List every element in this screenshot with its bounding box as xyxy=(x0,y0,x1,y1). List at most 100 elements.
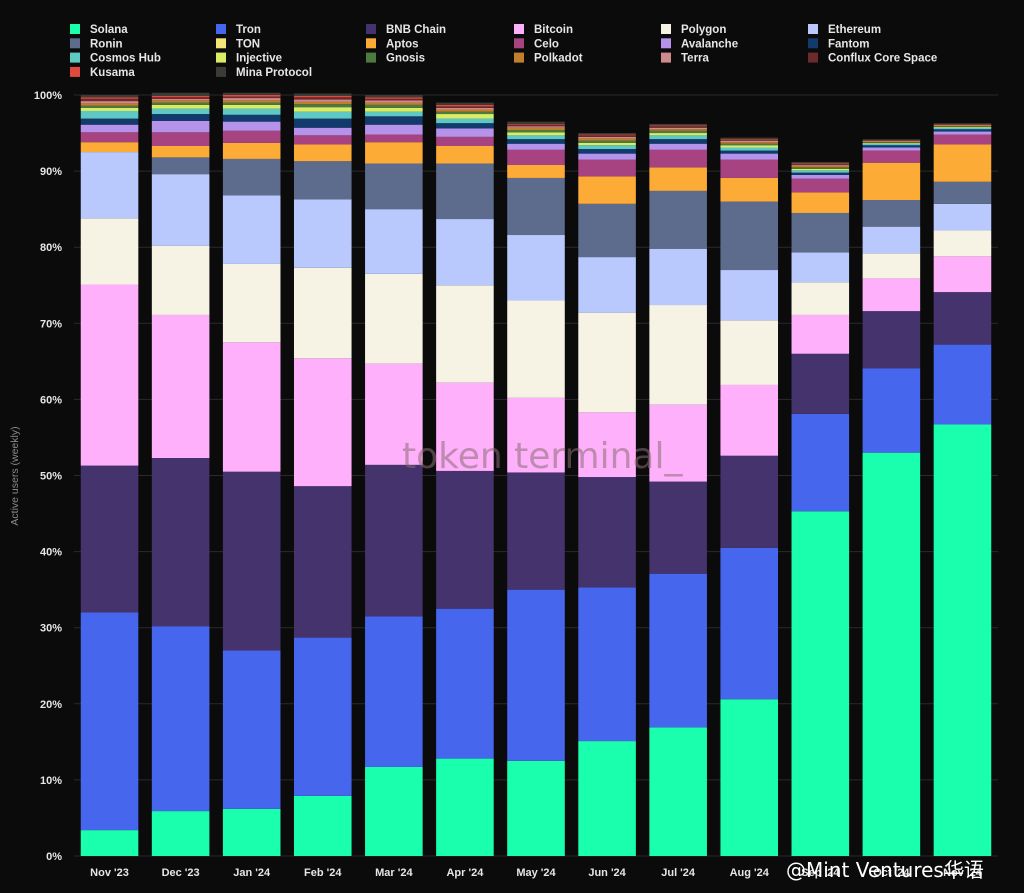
bar-segment xyxy=(80,95,139,98)
bar-segment xyxy=(933,123,992,124)
legend-swatch xyxy=(661,52,671,63)
legend-swatch xyxy=(216,52,226,63)
bar-segment xyxy=(365,102,423,105)
bar-segment xyxy=(507,143,565,150)
legend-swatch xyxy=(366,52,376,63)
bar-segment xyxy=(649,404,707,482)
bar-segment xyxy=(365,134,423,143)
bar-segment xyxy=(578,412,636,478)
x-tick-label: Nov '24 xyxy=(943,867,983,879)
bar-segment xyxy=(436,123,494,129)
bar-segment xyxy=(436,102,494,105)
bar-segment xyxy=(80,124,139,133)
bar-segment xyxy=(507,121,565,124)
bar-segment xyxy=(933,344,992,425)
bar-segment xyxy=(80,97,139,99)
legend-swatch xyxy=(514,52,524,63)
x-tick-label: Jan '24 xyxy=(233,867,271,879)
legend-label: Kusama xyxy=(90,67,135,79)
bar-segment xyxy=(791,167,850,169)
bar-segment xyxy=(862,139,921,141)
bar-segment xyxy=(578,142,636,146)
bar-segment xyxy=(436,106,494,108)
bar-segment xyxy=(222,195,281,264)
legend: Solana Tron BNB Chain Bitcoin Polygon Ethereu… xyxy=(70,24,937,79)
bar-segment xyxy=(720,139,779,140)
legend-swatch xyxy=(366,24,376,34)
bar-segment xyxy=(151,100,210,103)
bar-segment xyxy=(791,161,850,164)
bar-segment xyxy=(720,153,779,160)
legend-swatch xyxy=(661,24,671,34)
bar-segment xyxy=(293,97,352,100)
bar-segment xyxy=(365,163,423,210)
bar-segment xyxy=(578,133,636,135)
bar-segment xyxy=(791,511,850,856)
bar-segment xyxy=(222,342,281,472)
watermark: token terminal_ xyxy=(402,436,683,477)
bar-segment xyxy=(933,424,992,856)
bar-segment xyxy=(80,103,139,106)
bar-segment xyxy=(507,149,565,166)
y-tick-label: 20% xyxy=(40,699,62,711)
bar-segment xyxy=(507,165,565,178)
bar-segment xyxy=(436,114,494,119)
bar-segment xyxy=(293,104,352,108)
legend-label: Celo xyxy=(534,38,559,50)
bar-segment xyxy=(507,472,565,590)
bar-segment xyxy=(293,99,352,102)
bar-segment xyxy=(222,104,281,109)
bar-segment xyxy=(649,135,707,140)
x-tick-label: Sep '24 xyxy=(801,867,840,879)
bar-segment xyxy=(862,142,921,143)
bar-segment xyxy=(80,612,139,831)
bar-segment xyxy=(151,102,210,105)
bar-segment xyxy=(649,126,707,128)
bar-segment xyxy=(436,470,494,609)
legend-label: Polkadot xyxy=(534,53,583,65)
bar-segment xyxy=(720,384,779,456)
bar-segment xyxy=(791,413,850,512)
bar-segment xyxy=(507,123,565,125)
x-tick-label: May '24 xyxy=(516,867,556,879)
bar-stack xyxy=(649,123,707,856)
legend-swatch xyxy=(216,66,226,77)
bar-segment xyxy=(649,133,707,136)
bar-segment xyxy=(720,140,779,143)
bar-segment xyxy=(933,127,992,130)
bar-segment xyxy=(507,760,565,856)
bar-segment xyxy=(933,292,992,345)
bar-segment xyxy=(578,741,636,856)
bar-segment xyxy=(720,139,779,141)
bar-segment xyxy=(151,314,210,458)
bar-segment xyxy=(507,589,565,761)
bar-segment xyxy=(862,140,921,142)
legend-swatch xyxy=(366,38,376,49)
bar-segment xyxy=(80,218,139,285)
bar-segment xyxy=(436,608,494,759)
bar-segment xyxy=(649,149,707,168)
bar-segment xyxy=(80,465,139,613)
legend-label: Polygon xyxy=(681,24,726,36)
bar-segment xyxy=(365,98,423,101)
bar-segment xyxy=(151,98,210,101)
bar-segment xyxy=(578,135,636,137)
bar-segment xyxy=(720,699,779,856)
bar-segment xyxy=(222,130,281,143)
bar-segment xyxy=(507,235,565,301)
bar-segment xyxy=(293,161,352,200)
bar-segment xyxy=(80,98,139,102)
bar-segment xyxy=(649,127,707,130)
bar-segment xyxy=(578,136,636,139)
bar-segment xyxy=(365,107,423,112)
bar-segment xyxy=(720,142,779,144)
bar-segment xyxy=(862,278,921,312)
bar-segment xyxy=(720,547,779,700)
bar-segment xyxy=(933,126,992,128)
x-tick-label: Oct '24 xyxy=(873,867,910,879)
bar-segment xyxy=(222,158,281,196)
y-tick-label: 0% xyxy=(46,851,62,863)
bar-segment xyxy=(151,95,210,98)
bar-segment xyxy=(365,766,423,856)
legend-swatch xyxy=(514,24,524,34)
